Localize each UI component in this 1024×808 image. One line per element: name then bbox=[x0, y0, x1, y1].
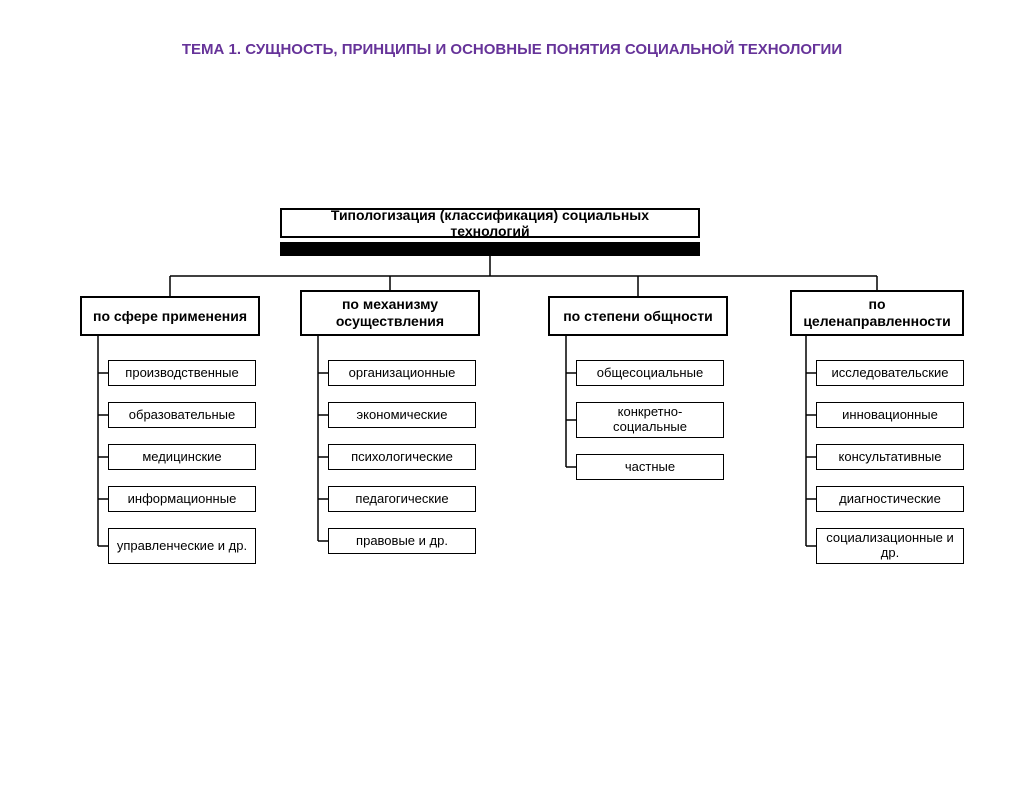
item-node: организационные bbox=[328, 360, 476, 386]
item-node: конкретно-социальные bbox=[576, 402, 724, 438]
title-text: ТЕМА 1. СУЩНОСТЬ, ПРИНЦИПЫ И ОСНОВНЫЕ ПО… bbox=[182, 41, 842, 58]
page-title: ТЕМА 1. СУЩНОСТЬ, ПРИНЦИПЫ И ОСНОВНЫЕ ПО… bbox=[162, 40, 862, 60]
root-node: Типологизация (классификация) социальных… bbox=[280, 208, 700, 238]
category-label: по целенаправленности bbox=[796, 296, 958, 330]
item-node: частные bbox=[576, 454, 724, 480]
item-label: медицинские bbox=[142, 450, 221, 465]
item-node: образовательные bbox=[108, 402, 256, 428]
category-node: по сфере применения bbox=[80, 296, 260, 336]
item-label: общесоциальные bbox=[597, 366, 703, 381]
root-underline-bar bbox=[280, 242, 700, 256]
item-label: правовые и др. bbox=[356, 534, 448, 549]
item-node: социализационные и др. bbox=[816, 528, 964, 564]
item-node: инновационные bbox=[816, 402, 964, 428]
item-label: консультативные bbox=[839, 450, 942, 465]
item-node: консультативные bbox=[816, 444, 964, 470]
item-label: организационные bbox=[349, 366, 456, 381]
item-label: диагностические bbox=[839, 492, 941, 507]
item-label: производственные bbox=[125, 366, 238, 381]
item-label: информационные bbox=[128, 492, 237, 507]
category-label: по механизму осуществления bbox=[306, 296, 474, 330]
item-node: исследовательские bbox=[816, 360, 964, 386]
category-node: по степени общности bbox=[548, 296, 728, 336]
category-node: по целенаправленности bbox=[790, 290, 964, 336]
item-node: производственные bbox=[108, 360, 256, 386]
category-label: по сфере применения bbox=[93, 308, 247, 325]
category-label: по степени общности bbox=[563, 308, 713, 325]
item-node: медицинские bbox=[108, 444, 256, 470]
item-label: конкретно-социальные bbox=[581, 405, 719, 435]
item-node: общесоциальные bbox=[576, 360, 724, 386]
item-label: образовательные bbox=[129, 408, 235, 423]
item-label: исследовательские bbox=[832, 366, 949, 381]
item-label: управленческие и др. bbox=[117, 539, 247, 554]
item-label: экономические bbox=[357, 408, 448, 423]
item-node: правовые и др. bbox=[328, 528, 476, 554]
item-node: управленческие и др. bbox=[108, 528, 256, 564]
item-label: психологические bbox=[351, 450, 453, 465]
item-label: частные bbox=[625, 460, 675, 475]
item-node: педагогические bbox=[328, 486, 476, 512]
item-label: инновационные bbox=[842, 408, 938, 423]
item-node: экономические bbox=[328, 402, 476, 428]
category-node: по механизму осуществления bbox=[300, 290, 480, 336]
item-label: педагогические bbox=[355, 492, 448, 507]
item-node: информационные bbox=[108, 486, 256, 512]
item-node: диагностические bbox=[816, 486, 964, 512]
item-node: психологические bbox=[328, 444, 476, 470]
item-label: социализационные и др. bbox=[821, 531, 959, 561]
root-label: Типологизация (классификация) социальных… bbox=[290, 207, 690, 239]
